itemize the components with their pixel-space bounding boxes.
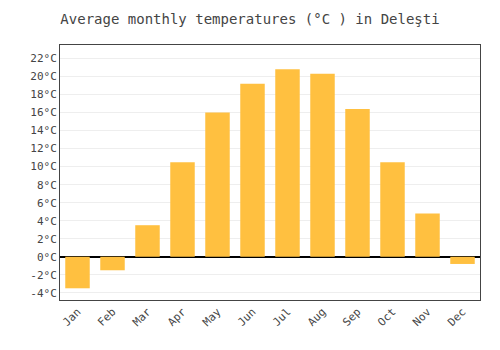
svg-text:Mar: Mar bbox=[130, 305, 154, 329]
svg-text:20°C: 20°C bbox=[30, 70, 57, 83]
svg-text:18°C: 18°C bbox=[30, 88, 57, 101]
svg-text:22°C: 22°C bbox=[30, 52, 57, 65]
svg-text:Aug: Aug bbox=[305, 306, 328, 329]
svg-text:Sep: Sep bbox=[340, 306, 363, 329]
svg-text:-4°C: -4°C bbox=[30, 287, 57, 300]
svg-text:12°C: 12°C bbox=[30, 142, 57, 155]
svg-text:2°C: 2°C bbox=[37, 233, 57, 246]
svg-text:4°C: 4°C bbox=[37, 215, 57, 228]
svg-text:Average monthly temperatures (: Average monthly temperatures (°C ) in De… bbox=[60, 11, 439, 27]
svg-text:Jan: Jan bbox=[60, 306, 83, 329]
svg-text:16°C: 16°C bbox=[30, 106, 57, 119]
svg-text:-2°C: -2°C bbox=[30, 269, 57, 282]
svg-text:14°C: 14°C bbox=[30, 124, 57, 137]
svg-text:8°C: 8°C bbox=[37, 179, 57, 192]
svg-text:0°C: 0°C bbox=[37, 251, 57, 264]
svg-text:Dec: Dec bbox=[445, 306, 468, 329]
svg-text:Jul: Jul bbox=[270, 306, 293, 329]
svg-text:Apr: Apr bbox=[165, 305, 189, 329]
svg-text:10°C: 10°C bbox=[30, 160, 57, 173]
svg-text:Jun: Jun bbox=[235, 306, 258, 329]
svg-text:Nov: Nov bbox=[410, 305, 434, 329]
svg-text:May: May bbox=[200, 305, 224, 329]
svg-text:6°C: 6°C bbox=[37, 197, 57, 210]
svg-text:Feb: Feb bbox=[95, 306, 118, 329]
svg-text:Oct: Oct bbox=[375, 306, 398, 329]
